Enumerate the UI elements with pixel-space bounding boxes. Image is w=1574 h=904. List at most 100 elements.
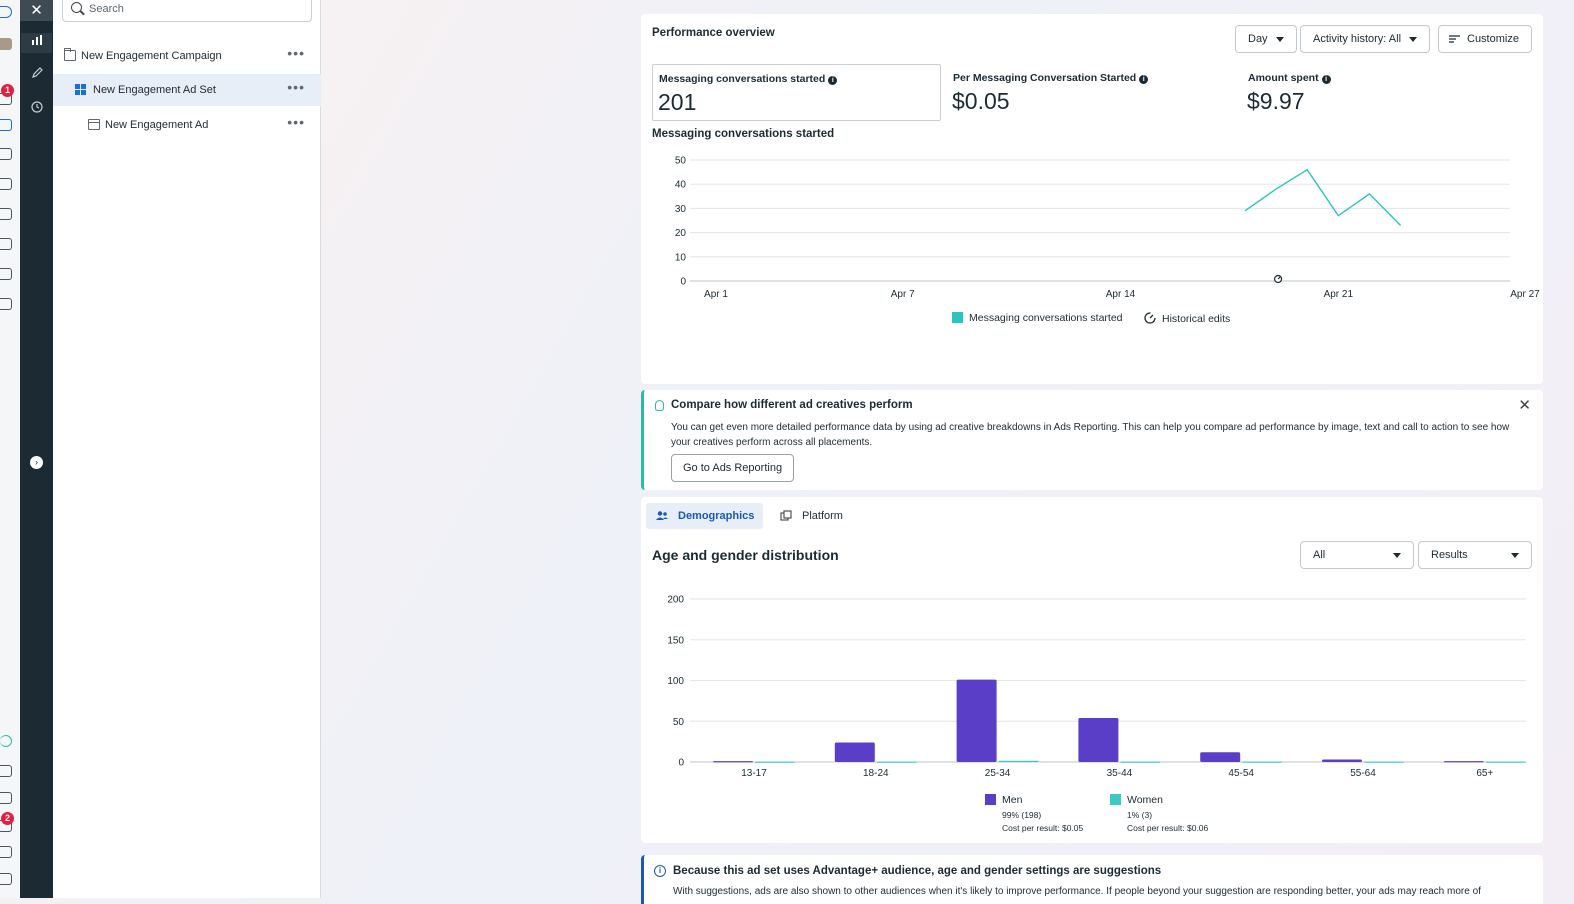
bar-men (1443, 761, 1484, 763)
historical-edits-label: Historical edits (1162, 313, 1231, 325)
performance-overview-card: Performance overview Day Activity histor… (641, 14, 1543, 384)
tree-item-ad[interactable]: New Engagement Ad ••• (53, 109, 321, 141)
gender-filter-dropdown[interactable]: All (1300, 541, 1414, 569)
bar-women (998, 760, 1039, 762)
legend-name: Men (1002, 794, 1023, 806)
bar-men (834, 742, 875, 762)
customize-button[interactable]: Customize (1438, 25, 1532, 53)
go-to-ads-reporting-button[interactable]: Go to Ads Reporting (671, 454, 795, 482)
legend-pct: 99% (198) (1002, 810, 1042, 820)
metric-value: $0.05 (952, 88, 1010, 114)
filter-label: Results (1431, 549, 1468, 561)
tab-platform[interactable]: Platform (770, 503, 852, 529)
alerts-badge: 2 (1, 812, 14, 825)
y-tick-label: 30 (675, 204, 687, 215)
note-body: With suggestions, ads are also shown to … (673, 886, 1481, 897)
audiences-icon[interactable] (0, 178, 12, 190)
pages-icon[interactable] (0, 148, 12, 160)
more-options-icon[interactable]: ••• (287, 45, 305, 61)
campaigns-icon[interactable] (0, 119, 12, 131)
legend-name: Women (1127, 794, 1163, 806)
tab-demographics[interactable]: Demographics (646, 503, 764, 529)
performance-chart-icon[interactable] (21, 33, 52, 53)
creative-tip-card: Compare how different ad creatives perfo… (641, 390, 1543, 490)
metric-conversations[interactable]: Messaging conversations started i 201 (652, 64, 941, 121)
expand-panel-icon[interactable]: › (30, 456, 43, 469)
note-title: Because this ad set uses Advantage+ audi… (673, 865, 1162, 877)
reports-icon[interactable] (0, 765, 12, 777)
tools-icon[interactable] (0, 268, 12, 280)
more-options-icon[interactable]: ••• (287, 114, 305, 130)
day-dropdown-label: Day (1248, 33, 1268, 45)
close-icon[interactable]: ✕ (1518, 397, 1531, 414)
tree-item-label: New Engagement Campaign (81, 50, 222, 62)
lightbulb-icon (655, 400, 664, 411)
meta-logo-icon[interactable] (0, 6, 12, 18)
info-icon[interactable]: i (828, 76, 838, 85)
search-icon[interactable] (0, 846, 12, 858)
legend-series: Messaging conversations started (952, 312, 1123, 324)
tip-title: Compare how different ad creatives perfo… (671, 399, 913, 411)
y-tick-label: 10 (675, 252, 687, 263)
legend-men: Men 99% (198) Cost per result: $0.05 (985, 794, 1083, 833)
tab-label: Demographics (678, 510, 755, 522)
info-icon[interactable]: i (1321, 75, 1331, 84)
x-tick-label: Apr 1 (704, 289, 728, 300)
activity-history-dropdown[interactable]: Activity history: All (1300, 25, 1431, 53)
ad-icon (88, 119, 100, 130)
metric-value: $9.97 (1247, 88, 1305, 114)
bar-men (713, 761, 753, 763)
ads-icon[interactable] (0, 208, 12, 220)
metric-value: 201 (658, 89, 697, 115)
bar-men (1322, 759, 1362, 762)
historical-edit-needle (1277, 276, 1281, 280)
customize-icon (1449, 35, 1460, 43)
gear-icon[interactable] (0, 873, 12, 885)
help-icon[interactable] (0, 735, 12, 747)
campaign-tree-panel: Search New Engagement Campaign ••• New E… (53, 0, 321, 898)
day-dropdown[interactable]: Day (1235, 25, 1297, 53)
y-tick-label: 50 (673, 717, 685, 728)
legend-historical-edits: Historical edits (1144, 312, 1230, 325)
tree-item-campaign[interactable]: New Engagement Campaign ••• (53, 40, 321, 72)
line-chart: 0 10 20 30 40 50 Apr 1 Apr 7 Apr 14 Apr 21 Apr 27 (675, 156, 1540, 301)
info-icon[interactable]: i (1139, 75, 1149, 84)
bar-chart: 0 50 100 150 200 13-17 18-24 25-34 35-44 45-54 55-… (667, 595, 1526, 779)
legend-swatch (985, 794, 996, 805)
bar-women (1485, 761, 1526, 763)
search-placeholder: Search (89, 3, 124, 15)
bar-women (1242, 761, 1283, 763)
age-gender-title: Age and gender distribution (652, 547, 839, 563)
billing-icon[interactable] (0, 238, 12, 250)
menu-icon[interactable] (0, 298, 12, 310)
editor-rail: ✕ › (20, 0, 53, 898)
metric-label-text: Amount spent (1248, 72, 1319, 84)
more-options-icon[interactable]: ••• (287, 79, 305, 95)
line-chart-title: Messaging conversations started (652, 128, 835, 140)
edit-pencil-icon[interactable] (28, 66, 45, 83)
x-tick-label: Apr 27 (1510, 289, 1540, 300)
y-tick-label: 40 (675, 180, 687, 191)
account-avatar-icon[interactable] (0, 38, 12, 50)
close-icon[interactable]: ✕ (20, 0, 53, 21)
y-tick-label: 50 (675, 156, 687, 167)
x-tick-label: 13-17 (741, 768, 767, 779)
folder-icon (64, 48, 76, 61)
history-clock-icon[interactable] (28, 100, 45, 117)
metric-label-text: Messaging conversations started (659, 73, 826, 85)
x-tick-label: 65+ (1476, 768, 1493, 779)
metric-amount-spent[interactable]: Amount spent i $9.97 (1242, 64, 1532, 121)
search-input[interactable]: Search (62, 0, 312, 22)
performance-title: Performance overview (652, 27, 775, 39)
bar-women (1364, 761, 1404, 763)
x-tick-label: Apr 7 (891, 289, 915, 300)
filter-label: All (1313, 549, 1326, 561)
settings-icon[interactable] (0, 792, 12, 804)
historical-edit-marker (1273, 274, 1283, 284)
x-tick-label: Apr 21 (1324, 289, 1354, 300)
people-icon (656, 511, 668, 520)
metric-cost-per-conversation[interactable]: Per Messaging Conversation Started i $0.0… (947, 64, 1237, 121)
results-filter-dropdown[interactable]: Results (1418, 541, 1532, 569)
tree-item-ad-set[interactable]: New Engagement Ad Set ••• (53, 74, 321, 106)
platform-icon (780, 510, 792, 521)
